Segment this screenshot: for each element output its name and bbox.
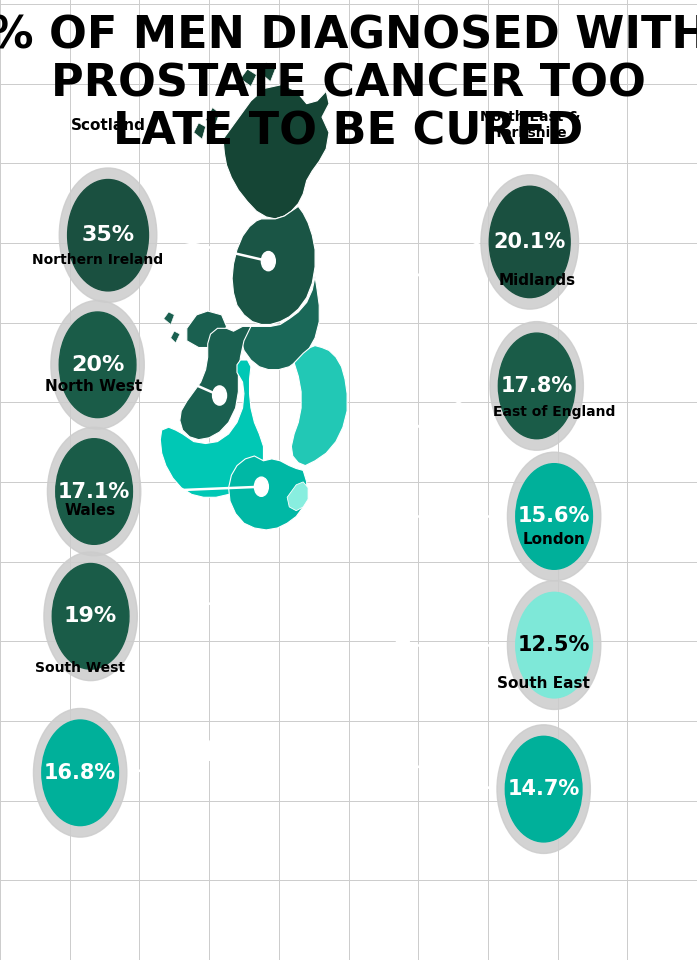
Circle shape (213, 386, 227, 405)
Polygon shape (206, 108, 220, 127)
Text: 35%: 35% (82, 226, 135, 245)
Circle shape (489, 186, 570, 298)
Circle shape (68, 180, 148, 291)
Text: 17.1%: 17.1% (58, 482, 130, 501)
Polygon shape (259, 62, 275, 82)
Circle shape (254, 477, 268, 496)
Polygon shape (171, 331, 180, 343)
Polygon shape (240, 276, 319, 370)
Text: 16.8%: 16.8% (44, 763, 116, 782)
Circle shape (507, 581, 601, 709)
Circle shape (498, 333, 575, 439)
Circle shape (396, 636, 410, 655)
Circle shape (383, 749, 397, 768)
Text: 17.8%: 17.8% (500, 376, 573, 396)
Circle shape (516, 592, 592, 698)
Polygon shape (291, 346, 347, 466)
Text: Scotland: Scotland (70, 118, 146, 133)
Polygon shape (232, 206, 315, 324)
Text: South East: South East (497, 676, 590, 691)
Text: London: London (523, 532, 585, 547)
Circle shape (59, 168, 157, 302)
Polygon shape (194, 123, 206, 139)
Circle shape (507, 452, 601, 581)
Circle shape (481, 175, 579, 309)
Polygon shape (180, 326, 251, 440)
Circle shape (237, 588, 251, 607)
Polygon shape (223, 84, 329, 219)
Text: South West: South West (35, 660, 125, 675)
Circle shape (44, 552, 137, 681)
Circle shape (261, 252, 275, 271)
Text: North West: North West (45, 378, 143, 394)
Circle shape (42, 720, 118, 826)
Circle shape (56, 439, 132, 544)
Circle shape (52, 564, 129, 669)
Polygon shape (229, 456, 307, 530)
Text: Wales: Wales (65, 503, 116, 518)
Text: Midlands: Midlands (498, 273, 575, 288)
Circle shape (490, 322, 583, 450)
Text: 15.6%: 15.6% (518, 507, 590, 526)
Circle shape (505, 736, 582, 842)
Text: 20%: 20% (71, 355, 124, 374)
Polygon shape (164, 312, 174, 324)
Circle shape (516, 464, 592, 569)
Text: East of England: East of England (493, 404, 615, 419)
Circle shape (497, 725, 590, 853)
Text: Northern Ireland: Northern Ireland (32, 252, 163, 267)
Circle shape (366, 290, 380, 309)
Circle shape (373, 440, 387, 459)
Circle shape (33, 708, 127, 837)
Text: 20.1%: 20.1% (493, 232, 566, 252)
Text: 12.5%: 12.5% (518, 636, 590, 655)
Text: North East &
Yorkshire: North East & Yorkshire (480, 110, 580, 140)
Text: 19%: 19% (64, 607, 117, 626)
Circle shape (387, 507, 401, 526)
Text: 14.7%: 14.7% (507, 780, 580, 799)
Polygon shape (187, 311, 227, 348)
Text: % OF MEN DIAGNOSED WITH
PROSTATE CANCER TOO
LATE TO BE CURED: % OF MEN DIAGNOSED WITH PROSTATE CANCER … (0, 14, 697, 154)
Polygon shape (160, 360, 263, 497)
Circle shape (51, 300, 144, 429)
Circle shape (59, 312, 136, 418)
Circle shape (47, 427, 141, 556)
Circle shape (202, 741, 216, 760)
Polygon shape (287, 482, 308, 511)
Polygon shape (240, 69, 256, 86)
